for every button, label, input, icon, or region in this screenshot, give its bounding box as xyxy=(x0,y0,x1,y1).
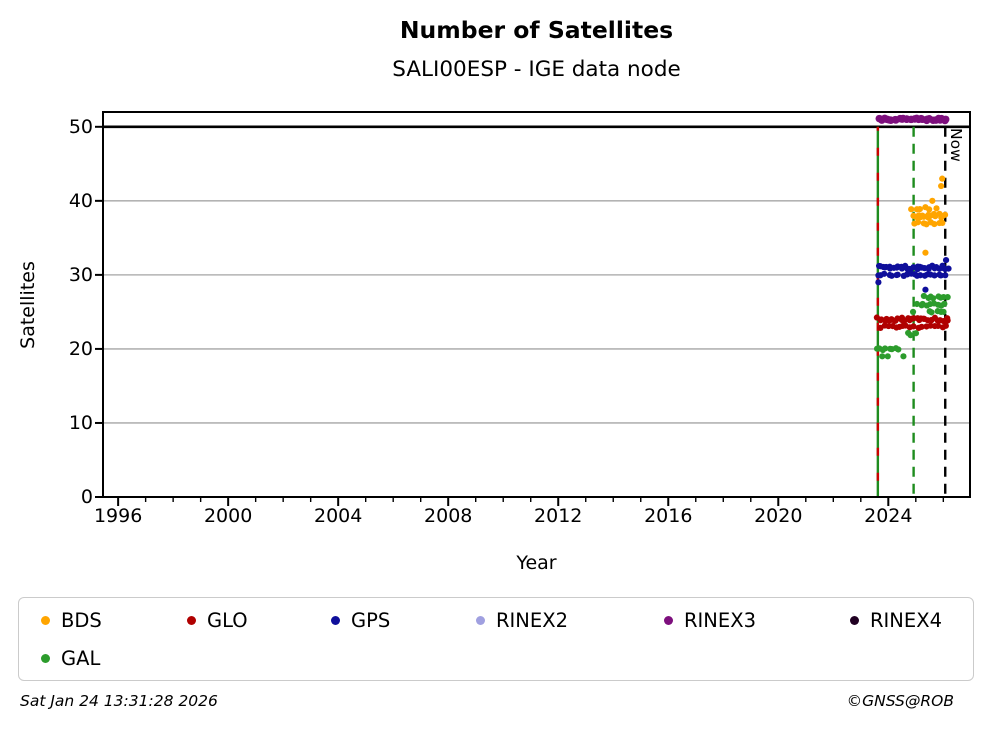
x-axis-title: Year xyxy=(516,552,557,574)
legend-item-rinex2: RINEX2 xyxy=(476,604,568,636)
series-dot-GPS xyxy=(922,286,929,293)
series-dot-GLO xyxy=(918,323,925,330)
legend: BDS GLO GPS RINEX2 RINEX3 RINEX4 GAL xyxy=(18,597,974,681)
series-dot-GPS xyxy=(888,272,895,279)
x-tick-label: 2000 xyxy=(203,505,253,527)
legend-item-gal: GAL xyxy=(41,642,100,674)
series-dot-GPS xyxy=(875,279,882,286)
y-tick-label: 30 xyxy=(68,263,93,286)
series-dot-GAL xyxy=(881,345,889,352)
x-tick-label: 2020 xyxy=(754,505,803,527)
series-dot-GAL xyxy=(913,300,921,308)
x-tick-label: 2012 xyxy=(534,505,583,527)
series-dot-GPS xyxy=(942,256,950,264)
axes-frame xyxy=(102,111,971,498)
y-tick-label: 20 xyxy=(68,337,93,360)
legend-label: RINEX2 xyxy=(496,608,568,632)
series-dot-GLO xyxy=(910,323,917,330)
y-tick-label: 40 xyxy=(68,189,93,212)
series-dot-GAL xyxy=(929,295,937,302)
series-dot-GLO xyxy=(942,322,949,329)
series-dot-GAL xyxy=(944,294,951,301)
legend-marker-icon xyxy=(41,615,50,625)
legend-item-rinex4: RINEX4 xyxy=(850,604,942,636)
legend-marker-icon xyxy=(187,615,196,625)
series-dot-GPS xyxy=(942,272,949,279)
series-dot-BDS xyxy=(939,175,946,182)
legend-item-glo: GLO xyxy=(187,604,248,636)
legend-label: RINEX4 xyxy=(870,608,942,632)
series-dot-BDS xyxy=(941,211,949,218)
legend-label: GPS xyxy=(351,608,391,632)
chart-subtitle: SALI00ESP - IGE data node xyxy=(392,57,681,82)
series-dot-GAL xyxy=(900,353,907,360)
series-dot-GAL xyxy=(884,353,891,360)
series-dot-GPS xyxy=(917,272,924,279)
series-dot-BDS xyxy=(908,206,915,213)
series-dot-GAL xyxy=(895,346,902,353)
x-tick-label: 2016 xyxy=(644,505,693,527)
series-dot-BDS xyxy=(926,206,933,213)
series-dot-BDS xyxy=(938,182,945,190)
legend-label: BDS xyxy=(61,608,102,632)
legend-marker-icon xyxy=(664,615,673,625)
series-dot-GPS xyxy=(937,272,944,279)
legend-label: RINEX3 xyxy=(684,608,756,632)
series-dot-GAL xyxy=(909,308,917,316)
series-dot-RINEX3 xyxy=(941,115,950,124)
series-dot-BDS xyxy=(922,249,929,256)
series-dot-GPS xyxy=(931,272,938,279)
y-tick-label: 0 xyxy=(80,486,93,508)
legend-label: GAL xyxy=(61,646,101,670)
series-dot-GPS xyxy=(945,265,952,272)
y-axis-title: Satellites xyxy=(17,261,39,349)
series-dot-GPS xyxy=(881,270,888,277)
series-dot-BDS xyxy=(939,219,946,226)
series-dot-GAL xyxy=(928,309,935,316)
series-dot-GAL xyxy=(907,332,914,339)
legend-item-bds: BDS xyxy=(41,604,102,636)
legend-marker-icon xyxy=(476,615,485,625)
series-dot-GAL xyxy=(941,300,948,307)
series-dot-BDS xyxy=(931,220,938,228)
series-dot-GAL xyxy=(940,308,947,315)
series-dot-BDS xyxy=(929,197,936,204)
series-dot-GLO xyxy=(944,317,951,324)
copyright-credit: ©GNSS@ROB xyxy=(846,692,954,710)
series-dot-BDS xyxy=(916,206,923,213)
series-dot-GAL xyxy=(879,353,886,360)
x-tick-label: 2008 xyxy=(424,505,473,527)
now-line-label: Now xyxy=(947,128,965,162)
plot-timestamp: Sat Jan 24 13:31:28 2026 xyxy=(20,692,218,710)
x-tick-label: 1996 xyxy=(93,505,143,527)
y-tick-label: 10 xyxy=(68,411,93,434)
y-tick-label: 50 xyxy=(68,115,93,138)
series-dot-GAL xyxy=(912,330,920,337)
legend-marker-icon xyxy=(41,653,50,663)
legend-label: GLO xyxy=(207,608,248,632)
series-dot-GPS xyxy=(894,271,901,278)
series-dot-BDS xyxy=(933,205,940,212)
legend-item-rinex3: RINEX3 xyxy=(664,604,756,636)
x-tick-label: 2024 xyxy=(864,505,913,527)
legend-marker-icon xyxy=(331,615,340,625)
x-tick-label: 2004 xyxy=(313,505,363,527)
legend-marker-icon xyxy=(850,615,859,625)
series-dot-GLO xyxy=(934,322,942,330)
legend-item-gps: GPS xyxy=(331,604,390,636)
chart-title: Number of Satellites xyxy=(399,16,674,44)
series-dot-BDS xyxy=(914,219,922,226)
